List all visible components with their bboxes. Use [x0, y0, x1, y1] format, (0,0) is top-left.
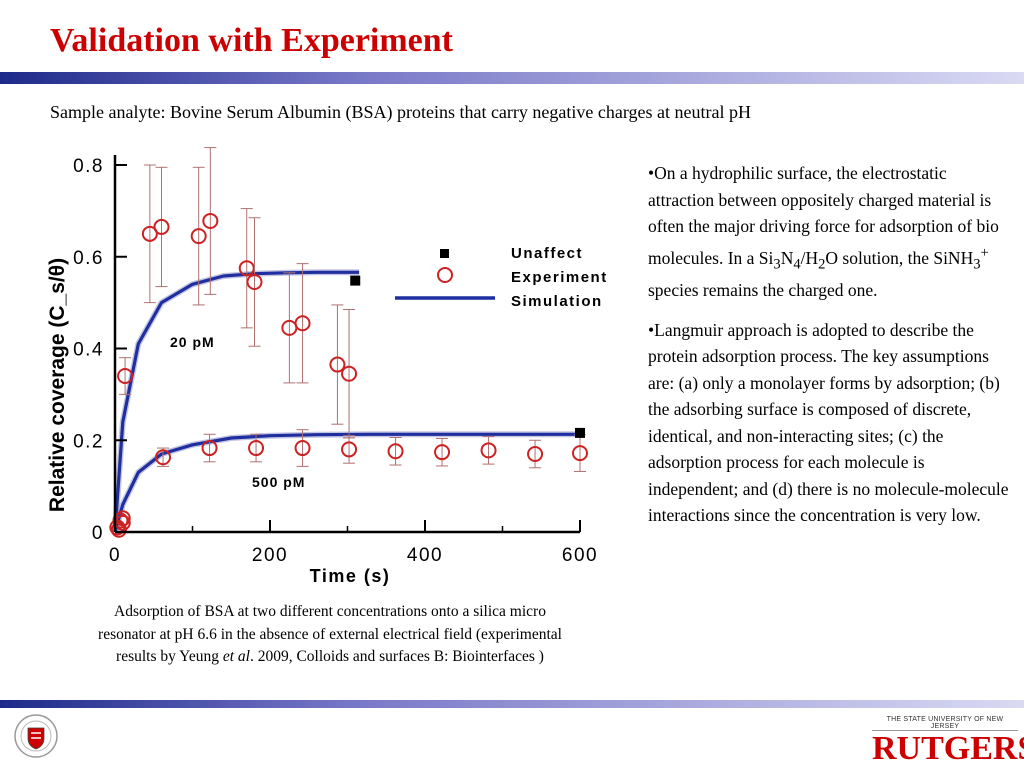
experiment-point	[294, 440, 311, 457]
slide-title: Validation with Experiment	[50, 22, 454, 59]
experiment-point	[238, 260, 255, 277]
simulation-line	[113, 270, 360, 533]
experiment-point	[202, 212, 219, 229]
y-axis-title: Relative coverage (C_s/θ)	[46, 258, 69, 512]
experiment-point	[572, 445, 588, 462]
legend-simulation-label: Simulation	[511, 293, 603, 310]
x-tick-label: 0	[109, 545, 121, 566]
experiment-point	[434, 444, 451, 461]
experiment-point	[294, 315, 311, 332]
legend-experiment-label: Experiment	[511, 269, 608, 286]
experiment-point	[329, 356, 346, 373]
bullet-point: •Langmuir approach is adopted to describ…	[648, 319, 1009, 526]
x-tick-label: 200	[252, 545, 288, 566]
experiment-point	[527, 446, 544, 463]
unaffect-point	[575, 427, 585, 438]
simulation-line-halo	[112, 269, 360, 533]
annotation-500pm: 500 pM	[252, 474, 305, 490]
experiment-point	[117, 368, 134, 385]
experiment-point	[480, 442, 497, 459]
simulation-line-halo	[112, 431, 580, 533]
x-tick-label: 400	[407, 545, 443, 566]
bullet-point: •On a hydrophilic surface, the electrost…	[648, 163, 999, 301]
y-tick-label: 0.6	[73, 248, 104, 269]
figure-caption: Adsorption of BSA at two different conce…	[98, 603, 562, 665]
y-tick-label: 0.4	[73, 340, 104, 361]
rutgers-logo: THE STATE UNIVERSITY OF NEW JERSEY RUTGE…	[872, 716, 1024, 767]
experiment-point	[153, 218, 170, 235]
footer-bar	[0, 700, 1024, 708]
legend-unaffect-label: Unaffect	[511, 245, 583, 262]
x-tick-label: 600	[562, 545, 598, 566]
legend-experiment-marker	[437, 267, 453, 283]
coverage-chart: 0 200 400 600 0 0.2 0.4 0.6 0.8 Unaffect Experim…	[46, 147, 608, 586]
explanation-bullets: •On a hydrophilic surface, the electrost…	[648, 160, 1013, 542]
experiment-point	[112, 512, 129, 529]
experiment-point	[201, 440, 218, 457]
experiment-point	[155, 449, 172, 466]
experiment-point	[341, 441, 358, 458]
slide-subtitle: Sample analyte: Bovine Serum Albumin (BS…	[50, 102, 751, 122]
experiment-point	[141, 225, 158, 242]
rutgers-wordmark: RUTGERS	[872, 730, 1024, 767]
experiment-point	[341, 365, 358, 382]
y-tick-label: 0.8	[73, 156, 104, 177]
rutgers-engineering-seal	[14, 714, 58, 758]
legend-unaffect-marker	[440, 249, 449, 258]
header-bar	[0, 72, 1024, 84]
y-tick-label: 0.2	[73, 431, 104, 452]
simulation-line	[113, 432, 580, 533]
annotation-20pm: 20 pM	[170, 334, 215, 350]
experiment-point	[190, 228, 207, 245]
x-axis-title: Time (s)	[310, 566, 391, 586]
y-tick-label: 0	[92, 523, 104, 544]
experiment-point	[246, 273, 263, 290]
unaffect-point	[350, 275, 361, 286]
chart-legend: Unaffect Experiment Simulation	[395, 245, 608, 310]
university-tagline: THE STATE UNIVERSITY OF NEW JERSEY	[872, 716, 1018, 731]
experiment-point	[248, 440, 265, 457]
experiment-point	[387, 443, 404, 460]
